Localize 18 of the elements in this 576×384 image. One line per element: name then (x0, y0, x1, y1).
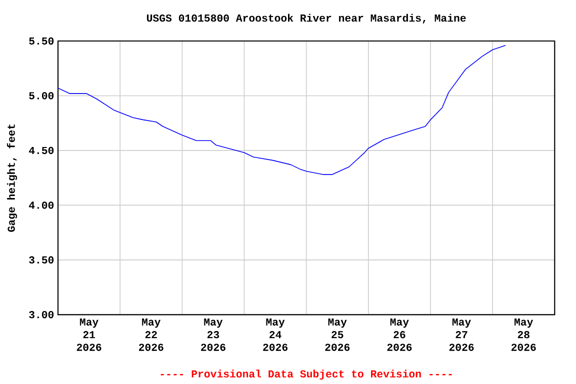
x-tick-label: May 22 2026 (138, 318, 164, 351)
y-tick-label: 3.00 (29, 311, 54, 318)
x-tick-label: May 27 2026 (449, 318, 474, 351)
chart-title: USGS 01015800 Aroostook River near Masardis, Maine (146, 14, 466, 24)
text: ---- Provisional Data Subject to Revision ---- (160, 370, 452, 380)
line-series (58, 44, 506, 175)
x-tick-label: May 24 2026 (263, 318, 288, 351)
y-tick-label: 4.00 (28, 202, 54, 209)
x-tick-label: May 28 2026 (511, 318, 536, 351)
y-axis-title: Gage height, feet (6, 124, 18, 232)
x-tick-label: May 23 2026 (201, 318, 226, 351)
y-tick-label: 5.00 (29, 92, 54, 100)
x-tick-label: May 21 2026 (76, 318, 102, 351)
y-tick-label: 3.50 (29, 256, 54, 264)
x-tick-label: May 25 2026 (325, 318, 350, 351)
y-tick-label: 4.50 (28, 146, 54, 154)
x-tick-label: May 26 2026 (387, 318, 412, 351)
y-tick-label: 5.50 (29, 37, 54, 45)
